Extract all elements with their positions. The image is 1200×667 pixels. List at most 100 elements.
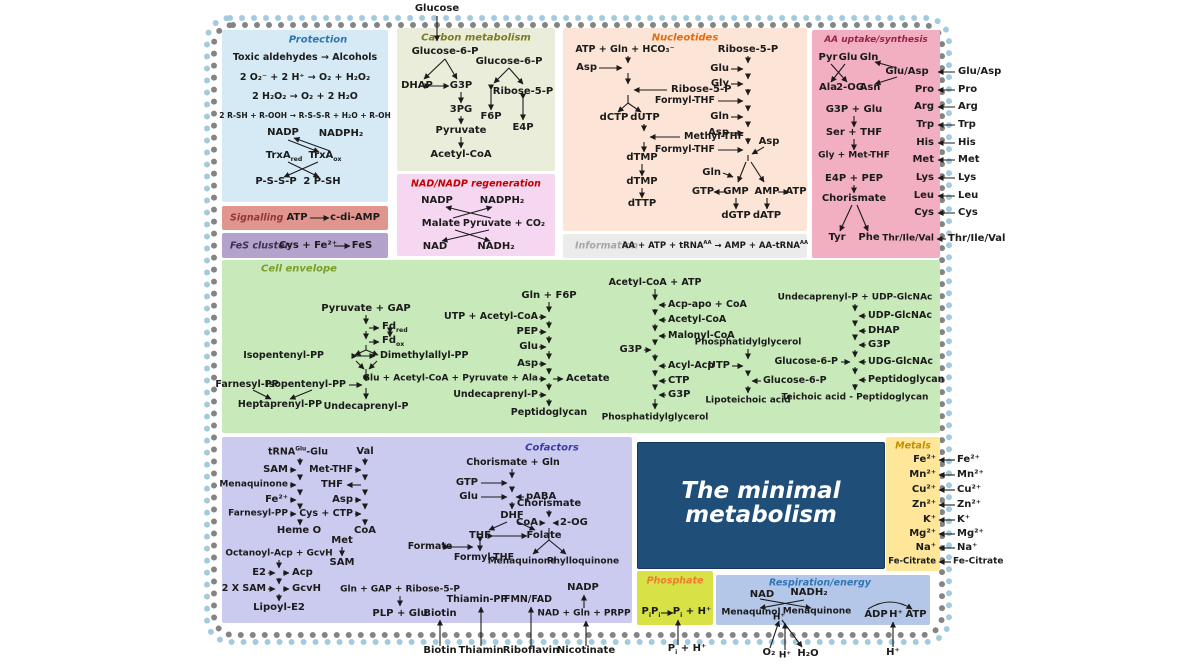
nad-regeneration-nad: NAD [422, 240, 448, 252]
cell-envelope-g3p: G3P [868, 338, 891, 350]
protection-2-p-sh: 2 P-SH [303, 175, 341, 187]
arrow [444, 58, 458, 80]
nad-regeneration-nadph: NADPH₂ [479, 194, 525, 206]
aa-uptake-synthesis-gln: Gln [859, 51, 879, 63]
arrow [287, 161, 320, 178]
cell-envelope-dhap: DHAP [868, 324, 900, 336]
cell-envelope-ctp: CTP [668, 374, 690, 386]
cell-envelope-acyl-acp: Acyl-Acp [668, 360, 715, 372]
cofactors-menaquinone: Menaquinone [219, 479, 288, 490]
arrow [289, 389, 313, 400]
arrows-protection [283, 137, 331, 178]
aa-uptake-synthesis-phe: Phe [858, 231, 880, 243]
arrow [517, 521, 536, 531]
aa-uptake-synthesis-leu: Leu [913, 189, 934, 201]
box-metals: Metals Fe²⁺ Mn²⁺ Cu²⁺ Zn²⁺ K⁺ Mg²⁺ Na⁺ Fe-Citrat… [886, 437, 940, 571]
metals-fe-citrate: Fe-Citrate [888, 556, 936, 567]
cell-envelope-farnesyl-pp: Farnesyl-PP [215, 379, 279, 391]
nucleotides-gmp: GMP [723, 185, 749, 197]
nucleotides-dctp: dCTP [599, 111, 629, 123]
nucleotides-amp: AMP [754, 185, 780, 197]
arrow [354, 349, 367, 356]
arrow [617, 102, 629, 113]
nad-regeneration-nadp: NADP [421, 194, 453, 206]
respiration-energy-nadh: NADH₂ [790, 586, 828, 598]
box-phosphate: Phosphate PiPi Pi + H⁺ [637, 571, 713, 625]
cofactors-formate: Formate [407, 541, 453, 553]
arrow [759, 599, 805, 610]
cofactors-fe: Fe²⁺ [265, 493, 288, 505]
phosphate-p-i-p-i: PiPi [641, 605, 661, 619]
exterior-mn: Mn²⁺ [957, 468, 984, 480]
cofactors-val: Val [356, 445, 374, 457]
aa-uptake-synthesis-asn: Asn [859, 81, 881, 93]
cofactors-2-x-sam: 2 X SAM [221, 583, 266, 595]
arrows-aa-uptake-synthesis [830, 60, 898, 232]
cell-envelope-acetate: Acetate [566, 372, 610, 384]
arrow [252, 389, 272, 400]
box-respiration-energy: Respiration/energy NAD NADH₂ Menaquinol H⁺ Me… [716, 575, 930, 625]
aa-uptake-synthesis-met: Met [912, 153, 934, 165]
exterior-riboflavin: Riboflavin [502, 644, 560, 656]
protection-trxa-red: TrxAred [265, 149, 303, 163]
box-title-fes-cluster: FeS cluster [230, 240, 290, 252]
cell-envelope-utp-acetyl-coa: UTP + Acetyl-CoA [444, 311, 538, 323]
exterior-h: H⁺ [778, 650, 792, 661]
aa-uptake-synthesis-trp: Trp [916, 118, 934, 130]
aa-uptake-synthesis-ala: Ala [819, 81, 837, 93]
exterior-o: O₂ [762, 646, 776, 658]
protection-2-o-2-h-o-h-o: 2 O₂⁻ + 2 H⁺ → O₂ + H₂O₂ [239, 72, 371, 84]
arrow [452, 205, 493, 219]
arrow [867, 601, 913, 610]
arrow [532, 539, 550, 555]
arrows-phosphate [661, 610, 674, 616]
arrow [293, 137, 331, 152]
arrow [759, 598, 812, 610]
box-title-information: Information [575, 240, 639, 252]
cell-envelope-g3p: G3P [619, 343, 643, 355]
exterior-thiamin: Thiamin [458, 644, 504, 656]
arrows-nad-regeneration [441, 205, 493, 243]
cofactors-lipoyl-e2: Lipoyl-E2 [253, 601, 305, 613]
carbon-dhap: DHAP [401, 79, 433, 91]
cell-envelope-undecaprenyl-p-udp-glcnac: Undecaprenyl-P + UDP-GlcNAc [777, 292, 933, 303]
nucleotides-dgtp: dGTP [721, 209, 751, 221]
carbon-pyruvate: Pyruvate [435, 124, 487, 136]
arrow [445, 205, 492, 219]
exterior-mg: Mg²⁺ [957, 527, 984, 539]
information-aa-atp-trna-aa-amp-aa-trna-aa: AA + ATP + tRNAAA → AMP + AA-tRNAAA [621, 240, 809, 251]
respiration-energy-h: H⁺ [772, 612, 786, 623]
cofactors-sam: SAM [263, 463, 288, 475]
arrow [856, 204, 869, 232]
arrows-respiration-energy [759, 598, 913, 610]
protection-2-r-sh-r-ooh-r-s-s-r-h-o-r-oh: 2 R-SH + R-OOH → R-S-S-R + H₂O + R-OH [219, 111, 391, 121]
protection-2-h-o-o-2-h-o: 2 H₂O₂ → O₂ + 2 H₂O [252, 91, 358, 103]
aa-uptake-synthesis-chorismate: Chorismate [821, 192, 887, 204]
carbon-glucose-6-p: Glucose-6-P [475, 55, 543, 67]
cell-envelope-dimethylallyl-pp: Dimethylallyl-PP [380, 350, 469, 362]
arrow [737, 161, 747, 183]
cofactors-glu: Glu [459, 490, 478, 502]
cofactors-chorismate: Chorismate [516, 497, 582, 509]
cell-envelope-gln-f6p: Gln + F6P [521, 289, 577, 301]
box-nucleotides: Nucleotides ATP + Gln + HCO₃⁻ Asp Ribose-5-… [563, 28, 807, 231]
aa-uptake-synthesis-arg: Arg [914, 100, 934, 112]
arrows-signalling [310, 215, 330, 221]
cofactors-thf: THF [320, 478, 343, 490]
box-title-cell-envelope: Cell envelope [261, 263, 337, 275]
nucleotides-gln: Gln [702, 166, 721, 178]
signalling-atp: ATP [286, 211, 308, 223]
cell-envelope-acetyl-coa: Acetyl-CoA [668, 314, 727, 326]
cofactors-fmn-fad: FMN/FAD [503, 594, 553, 606]
nad-regeneration-malate: Malate [421, 217, 461, 229]
nucleotides-gtp: GTP [691, 185, 715, 197]
arrow [488, 521, 508, 531]
cofactors-dhf: DHF [500, 509, 524, 521]
cofactors-nad-gln-prpp: NAD + Gln + PRPP [537, 608, 631, 619]
box-title-nad-regeneration: NAD/NADP regeneration [411, 178, 541, 190]
cofactors-thiamin-pp: Thiamin-PP [446, 594, 508, 606]
nucleotides-asp: Asp [758, 135, 780, 147]
arrow [355, 360, 365, 370]
cell-envelope-udp-glcnac: UDP-GlcNAc [868, 310, 932, 322]
nucleotides-formyl-thf: Formyl-THF [654, 95, 715, 107]
